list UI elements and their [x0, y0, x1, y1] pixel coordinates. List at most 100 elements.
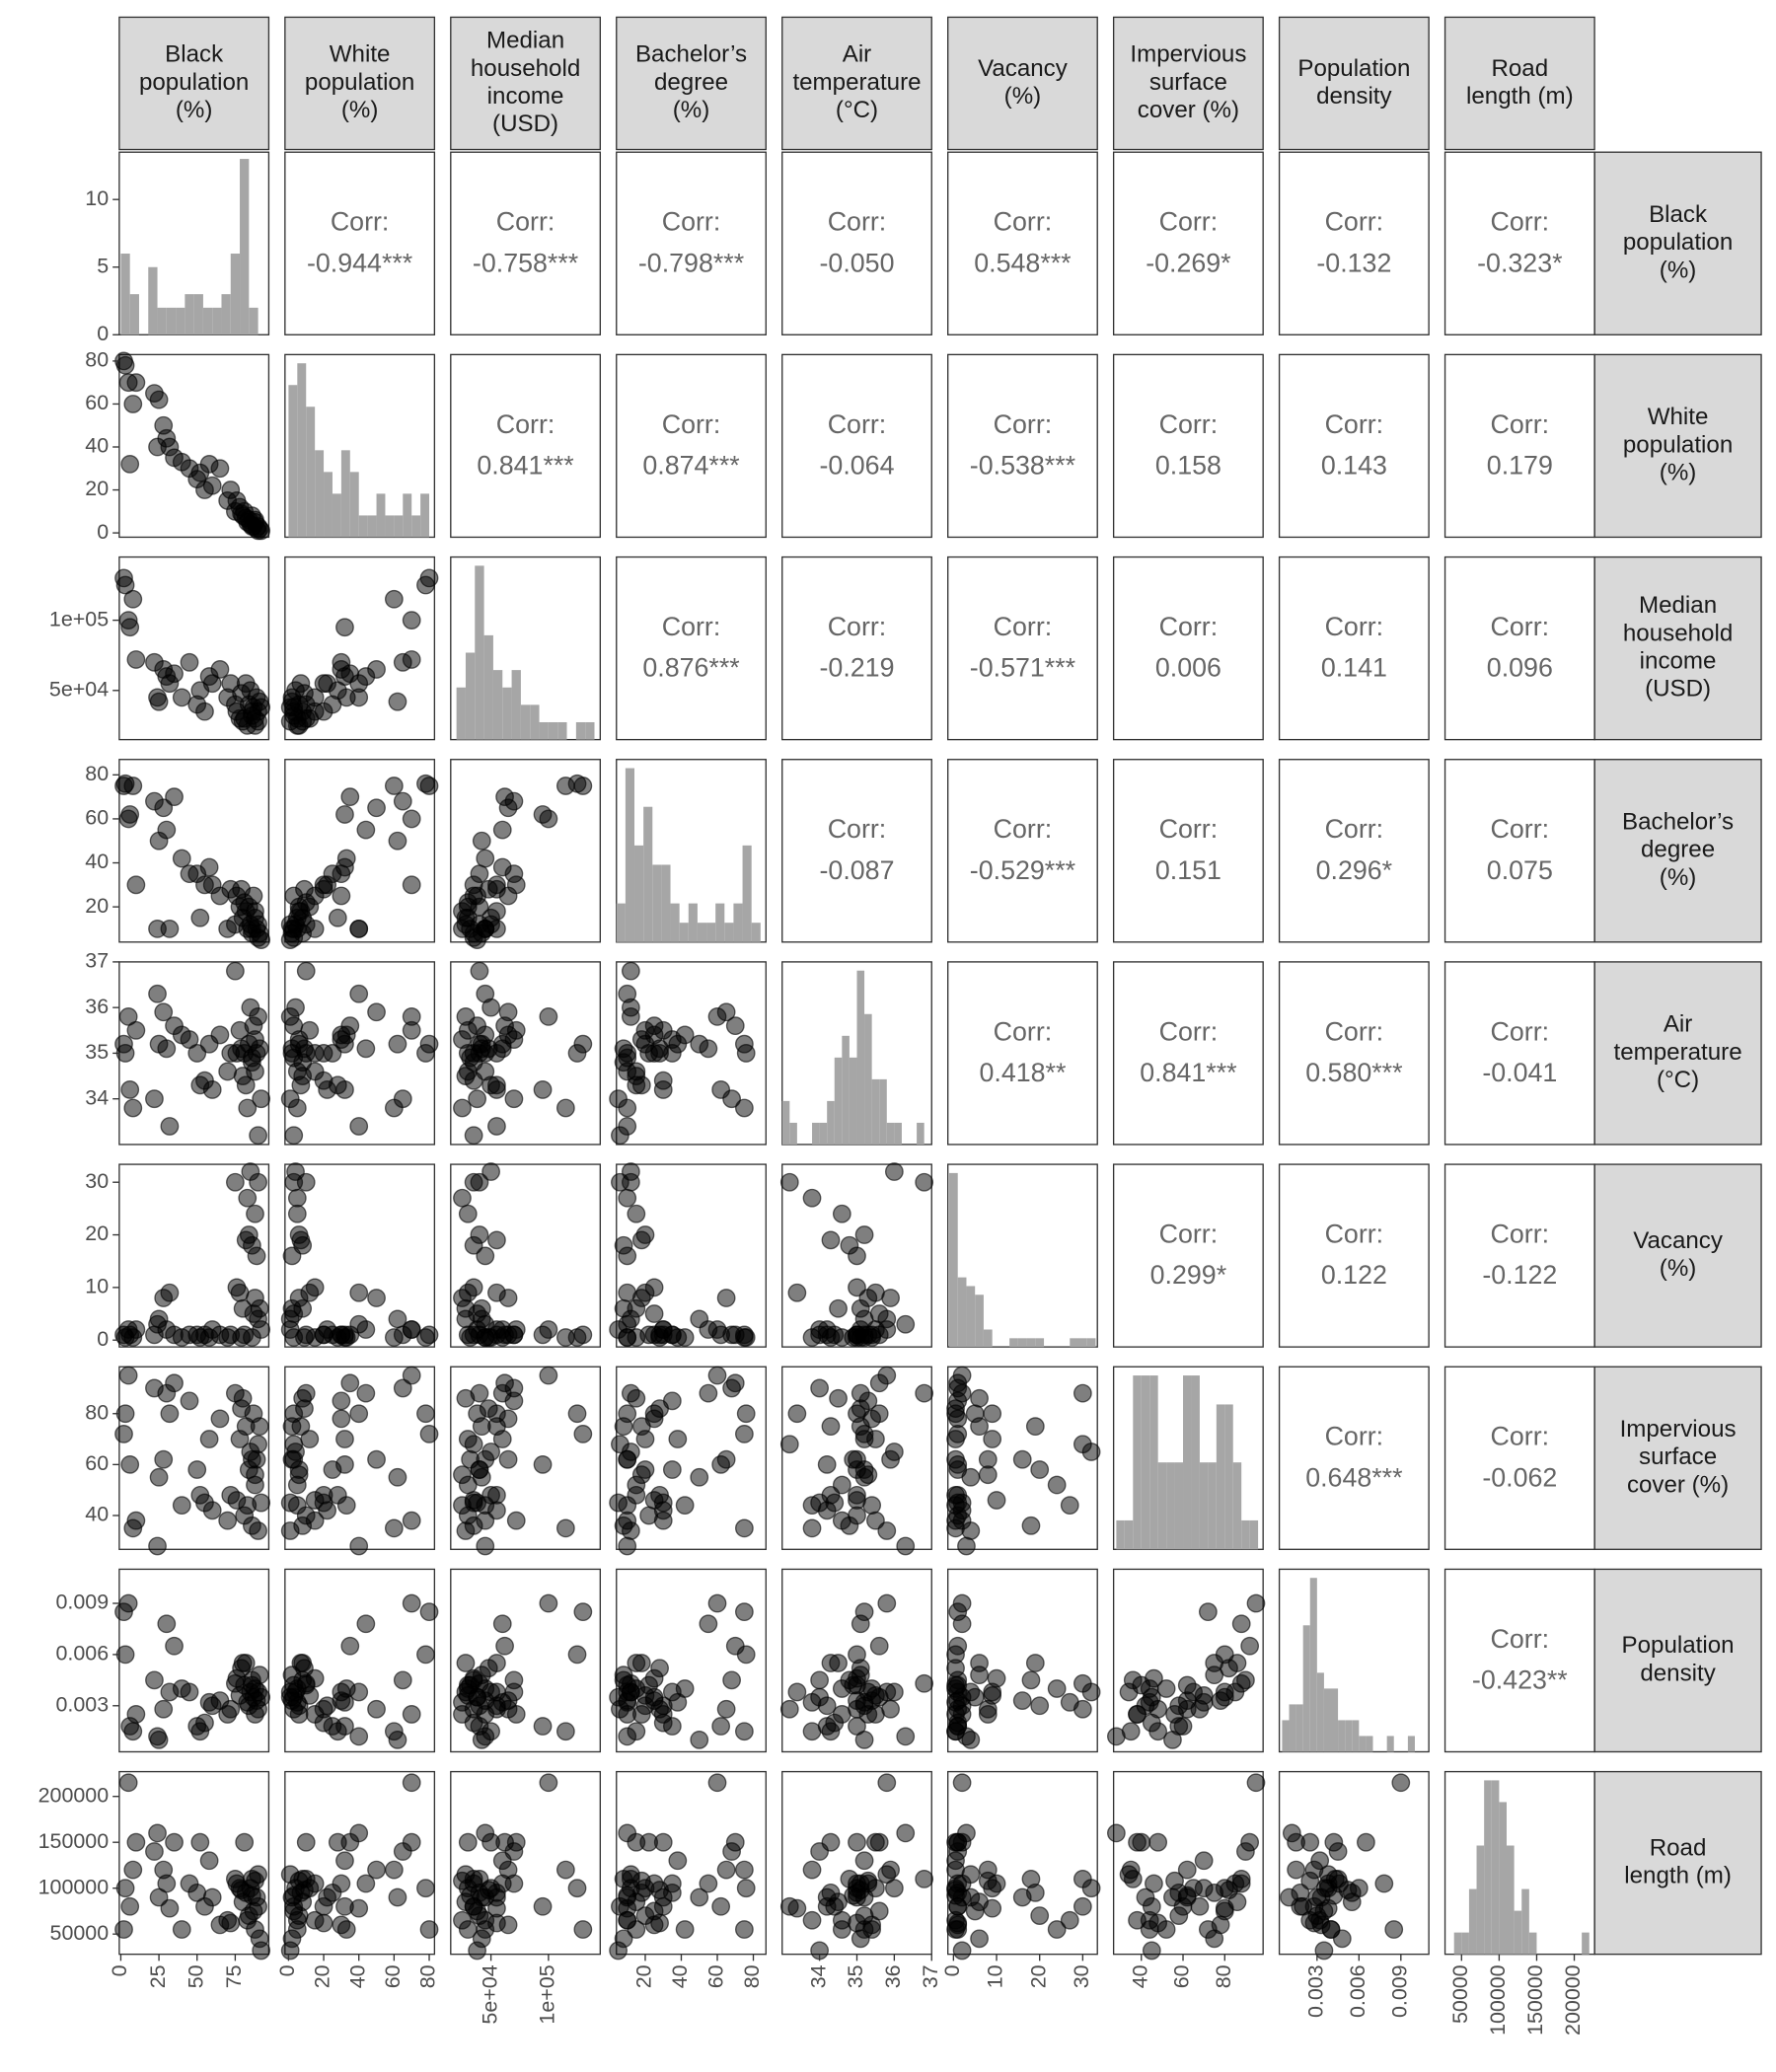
scatter-point: [458, 1920, 478, 1939]
scatter-point: [458, 1204, 478, 1223]
scatter-point: [328, 908, 347, 927]
scatter-point: [734, 1098, 754, 1118]
scatter-point: [416, 1645, 435, 1665]
scatter-point: [618, 1328, 637, 1347]
scatter-point: [802, 1518, 822, 1538]
scatter-point: [402, 1511, 421, 1530]
y-tick-label: 35: [85, 1040, 109, 1064]
y-tick-label: 36: [85, 995, 109, 1018]
scatter-point: [1220, 1881, 1238, 1899]
x-tick-label: 80: [416, 1964, 440, 1988]
scatter-point: [611, 1126, 629, 1146]
scatter-point: [948, 1913, 968, 1933]
histogram-bar: [367, 515, 377, 538]
corr-title: Corr:: [1491, 409, 1550, 439]
scatter-point: [802, 1188, 822, 1208]
scatter-point: [1324, 1832, 1344, 1852]
scatter-point: [126, 1705, 146, 1724]
scatter-point: [614, 1417, 633, 1437]
scatter-point: [123, 395, 143, 413]
scatter-point: [252, 1941, 271, 1961]
scatter-point: [787, 1404, 807, 1424]
scatter-point: [631, 1871, 651, 1890]
histogram-bar: [871, 1078, 880, 1145]
x-tick-label: 20: [1026, 1964, 1050, 1988]
y-tick-label: 37: [85, 949, 109, 973]
scatter-point: [1384, 1920, 1404, 1939]
row-strip-label: (%): [1660, 257, 1697, 283]
scatter-point: [340, 1636, 360, 1656]
histogram-bar: [1009, 1338, 1018, 1348]
scatter-point: [295, 1881, 314, 1899]
scatter-point: [356, 1320, 376, 1339]
histogram-bar: [557, 721, 567, 740]
scatter-point: [120, 1896, 140, 1916]
scatter-point: [238, 1098, 258, 1118]
scatter-point: [817, 1454, 837, 1474]
scatter-point: [247, 1246, 266, 1266]
histogram-bar: [751, 923, 761, 942]
scatter-point: [218, 1511, 238, 1530]
scatter-point: [464, 1172, 483, 1192]
corr-value: -0.423**: [1472, 1665, 1568, 1694]
column-strip-label: income: [487, 83, 564, 110]
scatter-point: [118, 1773, 138, 1793]
scatter-point: [199, 1851, 219, 1871]
scatter-point: [858, 1465, 878, 1485]
scatter-point: [235, 1832, 255, 1852]
y-tick-label: 60: [85, 391, 109, 414]
scatter-point: [495, 1636, 514, 1656]
scatter-point: [848, 1832, 866, 1852]
row-strip-label: population: [1623, 229, 1733, 256]
scatter-point: [393, 1670, 412, 1690]
scatter-point: [832, 1204, 851, 1223]
scatter-point: [126, 875, 146, 895]
scatter-point: [983, 1430, 1002, 1448]
scatter-point: [367, 1002, 386, 1022]
scatter-point: [948, 1636, 968, 1656]
scatter-point: [238, 1188, 258, 1208]
panel: [1278, 961, 1430, 1146]
row-strip-label: Air: [1664, 1011, 1693, 1038]
corr-value: -0.758***: [473, 248, 579, 277]
histogram-bar: [1141, 1375, 1150, 1550]
scatter-point: [492, 820, 512, 840]
scatter-point: [190, 908, 210, 927]
corr-value: -0.269*: [1146, 248, 1231, 277]
scatter-point: [699, 1320, 718, 1339]
histogram-bar: [1086, 1338, 1096, 1348]
scatter-point: [149, 1730, 169, 1749]
scatter-point: [614, 1298, 633, 1318]
corr-title: Corr:: [994, 207, 1053, 237]
histogram-bar: [1323, 1688, 1331, 1752]
x-tick-label: 35: [844, 1964, 867, 1988]
scatter-point: [851, 1929, 870, 1949]
scatter-point: [416, 1404, 435, 1424]
scatter-point: [1148, 1832, 1168, 1852]
panel: [1278, 759, 1430, 943]
scatter-point: [123, 777, 143, 795]
scatter-point: [332, 1915, 351, 1935]
scatter-point: [349, 920, 369, 938]
scatter-point: [349, 1117, 369, 1136]
scatter-point: [416, 1328, 435, 1347]
scatter-point: [479, 1399, 498, 1418]
scatter-point: [779, 1896, 799, 1916]
scatter-point: [453, 1871, 472, 1890]
scatter-point: [832, 1475, 851, 1495]
corr-value: 0.648***: [1305, 1462, 1403, 1492]
scatter-point: [1332, 1929, 1352, 1949]
scatter-point: [221, 1913, 241, 1933]
histogram-bar: [1386, 1736, 1394, 1752]
scatter-point: [289, 1705, 309, 1724]
histogram-bar: [1282, 1720, 1290, 1752]
column-strip-label: (%): [673, 97, 710, 123]
scatter-point: [280, 1941, 300, 1961]
panel: [781, 759, 932, 943]
scatter-point: [402, 809, 421, 829]
histogram-bar: [1453, 1932, 1462, 1955]
scatter-point: [961, 1521, 981, 1540]
scatter-point: [126, 1832, 146, 1852]
scatter-point: [295, 879, 314, 899]
y-tick-label: 150000: [38, 1829, 110, 1853]
